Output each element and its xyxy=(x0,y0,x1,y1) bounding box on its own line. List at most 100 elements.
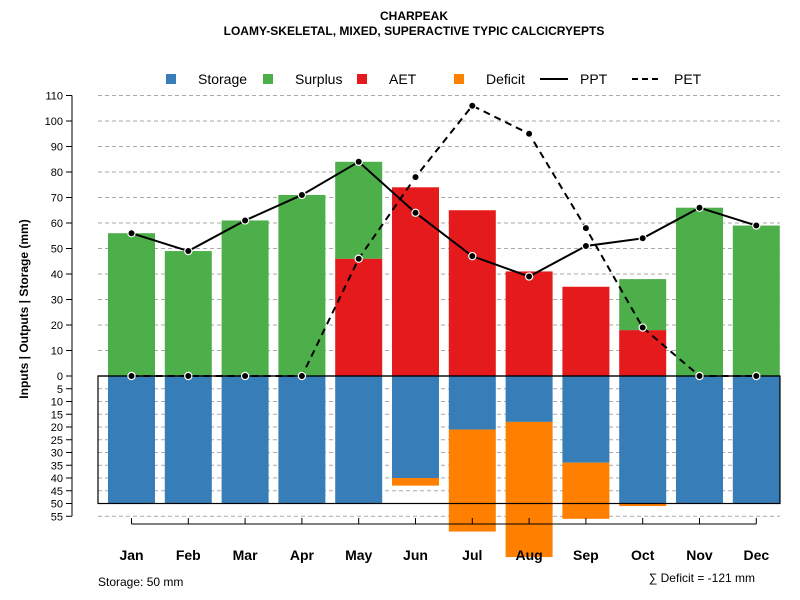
point-ppt xyxy=(297,190,307,200)
legend-swatch-aet xyxy=(357,74,367,84)
point-pet xyxy=(411,172,420,182)
y-axis-label: Inputs | Outputs | Storage (mm) xyxy=(17,219,31,398)
y-tick-label: 10 xyxy=(51,346,63,358)
legend-swatch-surplus xyxy=(263,74,273,84)
bar-surplus xyxy=(108,233,155,376)
bar-deficit xyxy=(505,421,553,558)
y-tick-label: 60 xyxy=(51,218,63,230)
point-pet xyxy=(354,254,363,263)
y-tick-label: 30 xyxy=(51,448,63,460)
point-ppt xyxy=(354,157,363,166)
x-tick-label: Aug xyxy=(515,547,542,563)
y-tick-label: 100 xyxy=(45,116,63,128)
bar-surplus xyxy=(676,207,723,376)
bar-storage xyxy=(164,376,212,504)
bar-storage xyxy=(278,376,326,504)
legend-label-pet: PET xyxy=(674,71,702,87)
point-pet xyxy=(127,371,136,381)
bar-aet xyxy=(448,210,496,376)
legend: Storage Surplus AET Deficit PPT PET xyxy=(166,71,702,87)
point-pet xyxy=(695,371,704,381)
x-tick-label: Jun xyxy=(403,547,428,563)
bar-storage xyxy=(392,376,439,478)
bar-aet xyxy=(619,330,667,376)
chart-title: CHARPEAK xyxy=(380,9,448,23)
series-lines xyxy=(127,101,761,381)
y-tick-label: 55 xyxy=(51,511,63,523)
point-pet xyxy=(468,101,477,110)
bar-surplus xyxy=(335,161,383,259)
point-ppt xyxy=(240,216,250,225)
y-tick-label: 90 xyxy=(51,142,63,154)
bar-deficit xyxy=(392,478,439,486)
x-tick-label: May xyxy=(345,547,372,563)
y-tick-label: 110 xyxy=(45,91,63,103)
chart-subtitle: LOAMY-SKELETAL, MIXED, SUPERACTIVE TYPIC… xyxy=(224,24,605,38)
point-ppt xyxy=(581,241,591,251)
x-tick-label: Apr xyxy=(290,547,315,563)
legend-label-aet: AET xyxy=(389,71,417,87)
legend-label-ppt: PPT xyxy=(580,71,608,87)
line-ppt xyxy=(131,160,757,278)
legend-swatch-deficit xyxy=(454,74,464,84)
point-pet xyxy=(581,223,591,233)
bar-storage xyxy=(562,376,610,463)
y-tick-label: 15 xyxy=(51,409,63,421)
bars xyxy=(97,161,781,558)
point-ppt xyxy=(752,221,761,230)
bar-surplus xyxy=(164,251,212,376)
point-pet xyxy=(752,371,761,381)
legend-label-surplus: Surplus xyxy=(295,71,342,87)
y-tick-label: 40 xyxy=(51,269,63,281)
x-tick-label: Dec xyxy=(743,547,769,563)
axes: 0102030405060708090100110510152025303540… xyxy=(45,91,770,564)
bar-surplus xyxy=(221,220,269,376)
bar-deficit xyxy=(562,462,610,519)
point-ppt xyxy=(638,234,647,243)
y-tick-label: 70 xyxy=(51,193,63,205)
y-tick-label: 0 xyxy=(57,371,63,383)
bar-aet xyxy=(392,187,439,376)
legend-label-deficit: Deficit xyxy=(486,71,525,87)
y-tick-label: 50 xyxy=(51,499,63,511)
y-tick-label: 5 xyxy=(57,384,63,396)
x-tick-label: Mar xyxy=(233,547,258,563)
point-ppt xyxy=(184,246,193,256)
bar-aet xyxy=(562,286,610,376)
x-tick-label: Sep xyxy=(573,547,599,563)
y-tick-label: 35 xyxy=(51,460,63,472)
legend-label-storage: Storage xyxy=(198,71,247,87)
legend-swatch-storage xyxy=(166,74,176,84)
y-tick-label: 40 xyxy=(51,473,63,485)
x-tick-label: Nov xyxy=(686,547,713,563)
bar-storage xyxy=(108,376,155,504)
y-tick-label: 80 xyxy=(51,167,63,179)
bar-storage xyxy=(505,376,553,422)
y-tick-label: 20 xyxy=(51,422,63,434)
point-pet xyxy=(638,323,647,332)
bar-storage xyxy=(335,376,383,504)
y-tick-label: 25 xyxy=(51,435,63,447)
point-ppt xyxy=(468,251,477,261)
x-tick-label: Jan xyxy=(119,547,143,563)
bar-aet xyxy=(335,258,383,376)
bar-storage xyxy=(619,376,667,504)
y-tick-label: 20 xyxy=(51,320,63,332)
y-tick-label: 50 xyxy=(51,244,63,256)
point-ppt xyxy=(411,208,420,217)
y-tick-label: 30 xyxy=(51,295,63,307)
bar-surplus xyxy=(732,225,780,376)
bar-deficit xyxy=(448,429,496,532)
bar-surplus xyxy=(619,279,667,331)
point-pet xyxy=(240,371,250,381)
point-pet xyxy=(184,371,193,381)
deficit-note: ∑ Deficit = -121 mm xyxy=(649,571,755,585)
bar-storage xyxy=(676,376,723,504)
x-tick-label: Feb xyxy=(176,547,201,563)
point-ppt xyxy=(127,228,136,238)
bar-aet xyxy=(505,271,553,376)
storage-note: Storage: 50 mm xyxy=(98,575,183,589)
bar-storage xyxy=(221,376,269,504)
x-tick-label: Jul xyxy=(462,547,482,563)
